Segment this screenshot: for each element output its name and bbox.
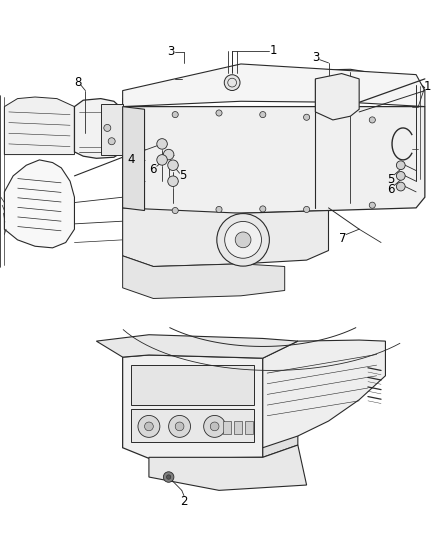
Circle shape [145, 422, 153, 431]
Polygon shape [96, 335, 298, 358]
Text: 4: 4 [127, 154, 135, 166]
Polygon shape [4, 160, 74, 248]
Polygon shape [123, 64, 425, 107]
Circle shape [108, 138, 115, 145]
Polygon shape [123, 69, 425, 107]
Text: 1: 1 [423, 80, 431, 93]
Bar [245, 421, 253, 434]
Circle shape [260, 206, 266, 212]
Circle shape [304, 114, 310, 120]
Circle shape [217, 214, 269, 266]
Circle shape [396, 172, 405, 180]
Bar [223, 421, 231, 434]
Circle shape [225, 221, 261, 259]
Circle shape [235, 232, 251, 248]
Polygon shape [131, 409, 254, 442]
Circle shape [166, 475, 171, 479]
Circle shape [138, 415, 160, 438]
Circle shape [168, 176, 178, 187]
Circle shape [396, 161, 405, 169]
Polygon shape [123, 107, 145, 211]
Polygon shape [123, 355, 263, 458]
Polygon shape [263, 340, 385, 448]
Text: 2: 2 [180, 495, 188, 507]
Circle shape [157, 155, 167, 165]
Polygon shape [123, 256, 285, 298]
Text: 3: 3 [167, 45, 174, 58]
Circle shape [168, 160, 178, 171]
Circle shape [210, 422, 219, 431]
Polygon shape [149, 445, 307, 490]
Polygon shape [101, 104, 123, 155]
Polygon shape [74, 99, 123, 158]
Circle shape [216, 206, 222, 213]
Circle shape [224, 75, 240, 91]
Text: 7: 7 [339, 232, 346, 245]
Text: 8: 8 [74, 76, 81, 89]
Circle shape [175, 422, 184, 431]
Circle shape [163, 472, 174, 482]
Text: 1: 1 [270, 44, 278, 57]
Circle shape [304, 206, 310, 213]
Bar [234, 421, 242, 434]
Text: 3: 3 [312, 51, 319, 64]
Circle shape [104, 124, 111, 132]
Text: 5: 5 [180, 169, 187, 182]
Polygon shape [123, 208, 328, 266]
Text: 6: 6 [387, 183, 395, 196]
Circle shape [157, 139, 167, 149]
Circle shape [369, 202, 375, 208]
Text: 6: 6 [149, 163, 157, 176]
Polygon shape [123, 107, 425, 219]
Circle shape [163, 149, 174, 160]
Circle shape [396, 182, 405, 191]
Polygon shape [131, 365, 254, 405]
Circle shape [216, 110, 222, 116]
Circle shape [172, 207, 178, 214]
Circle shape [260, 111, 266, 118]
Polygon shape [4, 97, 74, 155]
Polygon shape [263, 341, 298, 457]
Polygon shape [315, 74, 359, 120]
Circle shape [169, 415, 191, 438]
Text: 5: 5 [387, 173, 394, 185]
Circle shape [369, 117, 375, 123]
Circle shape [204, 415, 226, 438]
Circle shape [172, 111, 178, 118]
